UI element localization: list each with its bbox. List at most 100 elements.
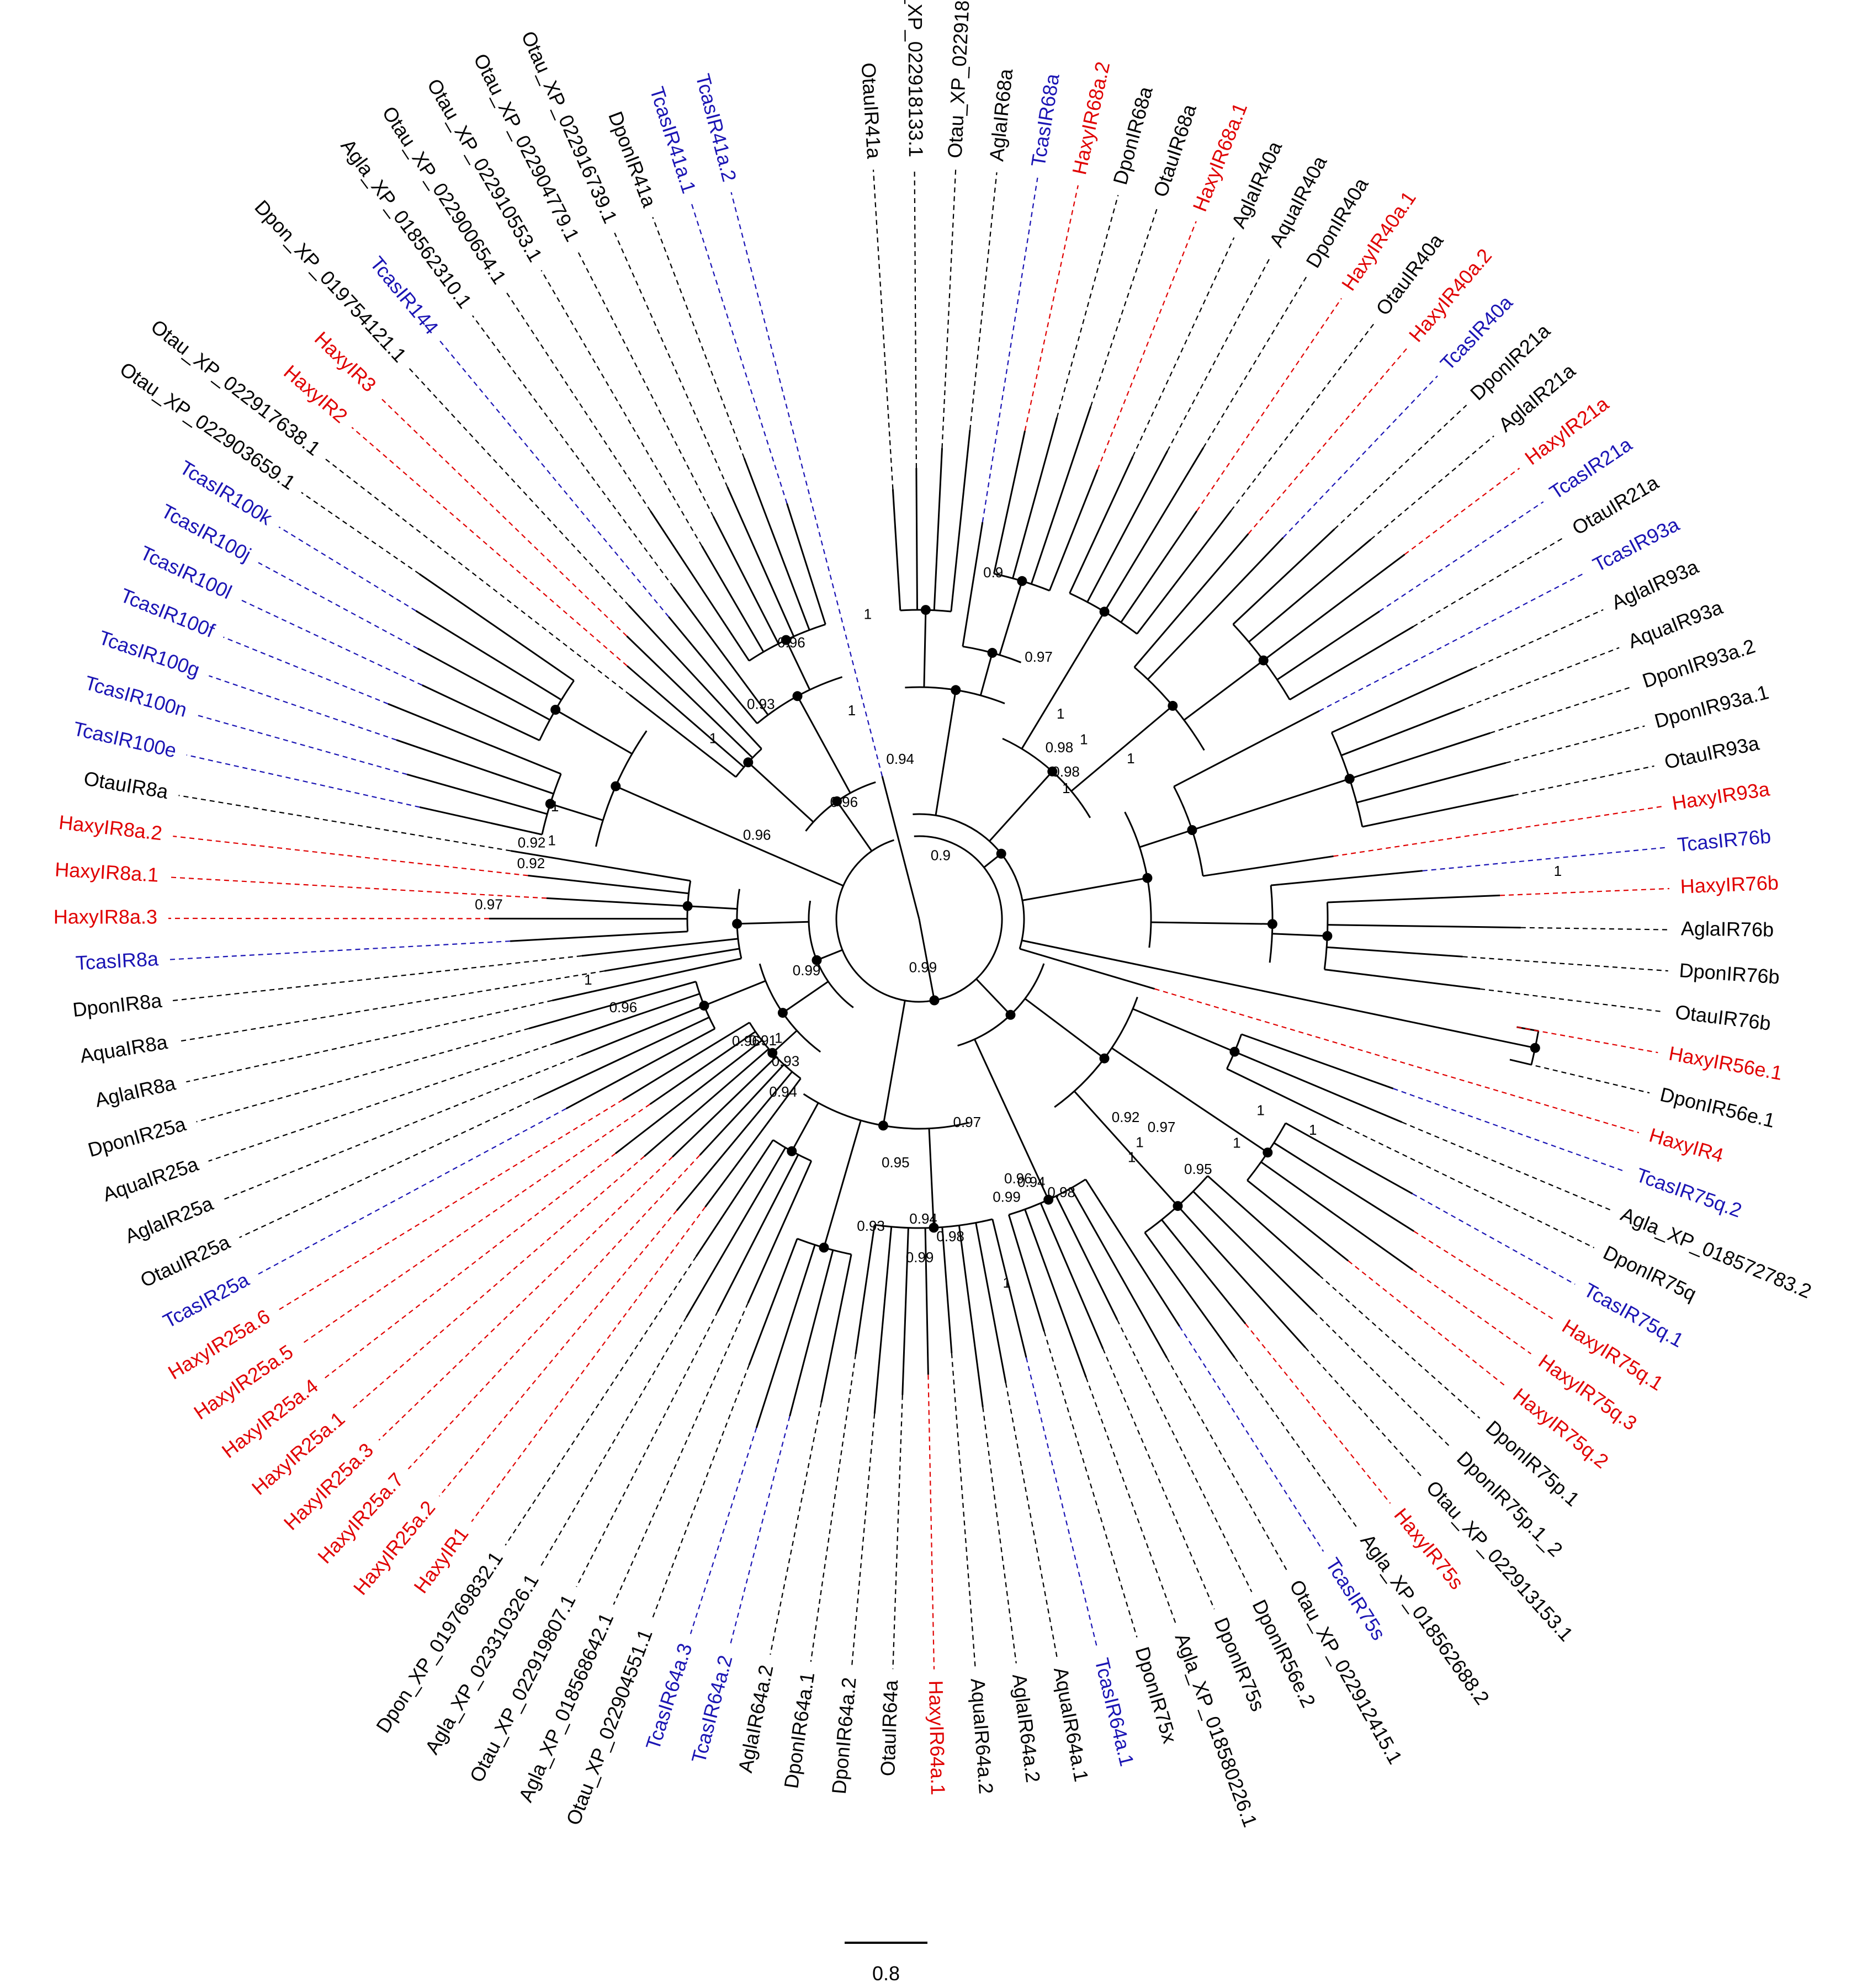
node-dot — [951, 685, 961, 695]
leaf-branch — [1349, 732, 1491, 780]
leaf-branch — [1069, 456, 1134, 594]
leaf-branch — [1048, 469, 1099, 591]
clade-stem — [1132, 1008, 1235, 1053]
leaf-leader-line — [178, 795, 511, 852]
node-dot — [819, 1242, 829, 1253]
leaf-branch — [786, 503, 826, 625]
leaf-branch — [1247, 1179, 1349, 1262]
support-value: 1 — [548, 832, 555, 849]
leaf-leader-line — [209, 675, 397, 741]
leaf-leader-line — [540, 270, 703, 546]
support-value: 1 — [1256, 1102, 1264, 1118]
leaf-branch — [537, 1016, 710, 1099]
leaf-branch — [676, 1071, 793, 1211]
clade-stem — [1022, 877, 1148, 901]
leaf-branch — [993, 430, 1026, 574]
leaf-leader-line — [1412, 1269, 1532, 1354]
support-value: 1 — [1062, 780, 1070, 796]
node-dot — [767, 1048, 778, 1058]
leaf-branch — [881, 776, 920, 919]
leaf-branch — [644, 1048, 770, 1157]
support-value: 0.94 — [886, 751, 914, 767]
support-value: 0.97 — [1025, 649, 1053, 665]
leaf-branch — [1362, 794, 1514, 828]
leaf-branch — [1327, 924, 1521, 929]
clade-stem — [737, 921, 809, 925]
support-value: 0.94 — [909, 1210, 937, 1227]
leaf-leader-line — [1248, 348, 1408, 534]
leaf-label: AglaIR64a.2 — [1008, 1672, 1044, 1784]
support-value: 0.94 — [1017, 1174, 1046, 1190]
leaf-branch — [672, 1056, 777, 1158]
leaf-leader-line — [506, 291, 651, 512]
leaf-label: DponIR75x — [1131, 1644, 1181, 1746]
leaf-leader-line — [1154, 988, 1640, 1134]
leaf-branch — [991, 1219, 1027, 1358]
leaf-label: HaxyIR4 — [1647, 1123, 1726, 1167]
leaf-branch — [873, 1226, 893, 1414]
node-dot — [1530, 1043, 1540, 1053]
clade-stem — [1070, 705, 1174, 792]
leaf-leader-line — [438, 1210, 677, 1497]
leaf-label: AquaIR8a — [78, 1030, 170, 1067]
leaf-leader-line — [1490, 685, 1633, 734]
leaf-leader-line — [1196, 297, 1342, 512]
clade-stem — [1191, 778, 1350, 831]
clade-stem — [550, 802, 603, 821]
leaf-leader-line — [1479, 988, 1664, 1013]
leaf-branch — [950, 429, 971, 612]
leaf-branch — [422, 684, 540, 741]
leaf-branch — [717, 1154, 799, 1312]
clade-stem — [747, 762, 814, 823]
node-dot — [545, 799, 555, 809]
leaf-branch — [1248, 539, 1372, 643]
clade-stem — [1021, 939, 1536, 1049]
leaf-label: DponIR64a.1 — [779, 1671, 819, 1790]
support-value: 0.98 — [1052, 763, 1080, 780]
leaf-label: TcasIR100e — [71, 717, 178, 762]
leaf-label: TcasIR100g — [96, 626, 203, 681]
node-dot — [1142, 873, 1153, 883]
support-value: 0.98 — [1046, 739, 1074, 756]
leaf-leader-line — [982, 177, 1038, 523]
leaf-leader-line — [810, 1354, 857, 1662]
leaf-branch — [1327, 894, 1500, 903]
node-dot — [1005, 1009, 1016, 1020]
leaf-branch — [406, 773, 548, 815]
leaf-branch — [726, 486, 795, 637]
leaf-branch — [855, 1224, 876, 1354]
leaf-leader-line — [325, 459, 630, 695]
leaf-leader-line — [208, 1042, 555, 1162]
node-dot — [929, 995, 940, 1006]
leaf-leader-line — [1179, 1326, 1324, 1552]
leaf-leader-line — [941, 169, 957, 449]
node-dot — [1263, 1147, 1273, 1158]
leaf-branch — [396, 739, 554, 795]
support-value: 1 — [551, 798, 559, 815]
leaf-branch — [699, 1064, 785, 1156]
leaf-leader-line — [892, 1395, 903, 1670]
leaf-leader-line — [1166, 1357, 1289, 1573]
leaf-label: DponIR68a — [1109, 84, 1157, 187]
leaf-branch — [1202, 855, 1334, 877]
leaf-branch — [1147, 537, 1284, 680]
leaf-branch — [1289, 626, 1414, 700]
leaf-leader-line — [471, 1206, 706, 1522]
support-value: 1 — [1127, 750, 1134, 767]
leaf-leader-line — [539, 1317, 687, 1567]
clade-stem — [1024, 998, 1105, 1059]
leaf-branch — [1144, 1232, 1235, 1358]
node-dot — [929, 1222, 939, 1233]
node-dot — [732, 918, 742, 929]
clade-stem — [1073, 1091, 1179, 1207]
leaf-branch — [747, 1160, 813, 1304]
support-value: 0.92 — [517, 855, 545, 871]
leaf-label: HaxyIR8a.3 — [54, 905, 157, 928]
node-dot — [743, 757, 754, 768]
support-value: 0.9 — [931, 847, 951, 863]
leaf-leader-line — [851, 1413, 876, 1667]
leaf-branch — [1241, 1033, 1394, 1089]
leaf-branch — [1024, 1209, 1087, 1378]
support-value: 0.9 — [983, 564, 1003, 581]
